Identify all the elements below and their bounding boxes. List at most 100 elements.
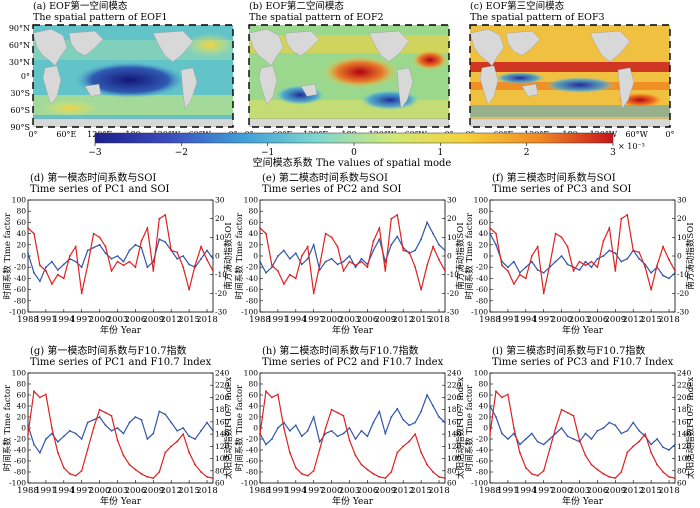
- pc-point: [200, 257, 202, 260]
- pc-point: [206, 421, 208, 424]
- index-point: [200, 471, 202, 473]
- pc-point: [110, 429, 113, 432]
- continent-shape: [84, 83, 102, 97]
- y-left-tick-label: 20: [478, 240, 488, 249]
- y-left-tick-label: 40: [478, 402, 488, 411]
- index-series-line: [489, 389, 676, 479]
- pc-point: [27, 424, 29, 427]
- index-point: [176, 251, 179, 254]
- y-right-tick-label: 160: [215, 417, 230, 426]
- x-tick-label: 2015: [410, 315, 432, 325]
- x-tick-label: 2012: [160, 315, 182, 325]
- y-right-tick-label: 140: [677, 430, 692, 439]
- index-point: [426, 463, 428, 466]
- y-left-tick-label: 20: [16, 240, 26, 249]
- lat-tick: 90°S: [10, 123, 30, 132]
- y-right-axis-label: 南方涛动指数SOI: [223, 222, 234, 289]
- index-point: [318, 448, 321, 451]
- x-axis-label: 年份 Year: [100, 324, 142, 336]
- index-series-line: [27, 213, 214, 294]
- pc-point: [116, 255, 119, 257]
- pc-point: [122, 432, 125, 435]
- x-tick-label: 1997: [303, 315, 325, 325]
- index-point: [271, 396, 273, 399]
- y-left-tick-label: -60: [246, 285, 258, 294]
- index-point: [98, 236, 101, 239]
- pc-point: [342, 432, 345, 435]
- pc-point: [104, 424, 107, 427]
- pc-point: [92, 418, 95, 421]
- y-right-tick-label: 100: [677, 454, 692, 463]
- pc-point: [414, 249, 417, 252]
- pc-point: [674, 271, 676, 274]
- x-tick-label: 2015: [410, 486, 432, 496]
- pc-point: [348, 427, 351, 429]
- index-point: [495, 232, 497, 235]
- pc-point: [86, 249, 89, 252]
- index-point: [614, 477, 617, 480]
- colorbar-tick: 3: [610, 148, 616, 158]
- lat-tick: 60°S: [10, 106, 30, 115]
- y-right-tick-label: 20: [215, 214, 225, 223]
- index-point: [572, 414, 575, 417]
- pc-point: [50, 432, 53, 435]
- map-b-title-cn: (b) EOF第二空间模态: [249, 0, 344, 12]
- pc-point: [336, 263, 339, 266]
- pc-point: [116, 427, 119, 429]
- pc-point: [282, 249, 285, 252]
- index-point: [444, 270, 446, 272]
- y-right-tick-label: 180: [677, 405, 692, 414]
- index-point: [104, 411, 107, 414]
- index-point: [27, 227, 29, 229]
- continent-shape: [617, 67, 635, 110]
- pc-point: [265, 271, 267, 274]
- index-point: [39, 264, 41, 267]
- y-left-tick-label: 100: [12, 196, 27, 205]
- index-point: [288, 451, 291, 454]
- index-point: [372, 240, 375, 242]
- index-point: [602, 240, 605, 242]
- x-tick-label: 2009: [143, 315, 165, 325]
- x-tick-label: 1994: [515, 315, 537, 325]
- pc-point: [650, 443, 653, 446]
- index-point: [402, 445, 405, 448]
- index-point: [566, 245, 569, 248]
- pc-point: [608, 249, 611, 252]
- pc-point: [212, 429, 214, 432]
- pc-point: [182, 427, 185, 429]
- y-left-axis-label: 时间系数 Time factor: [2, 212, 13, 299]
- y-right-tick-label: -10: [677, 270, 689, 279]
- y-right-tick-label: 30: [677, 196, 687, 205]
- y-left-tick-label: 100: [244, 196, 259, 205]
- index-point: [620, 217, 623, 220]
- x-tick-label: 2018: [658, 486, 680, 496]
- map-c-title-cn: (c) EOF第三空间模态: [470, 0, 565, 12]
- index-point: [300, 255, 303, 257]
- index-point: [548, 264, 551, 267]
- pc-point: [128, 421, 131, 424]
- y-right-tick-label: 30: [447, 196, 457, 205]
- y-right-tick-label: 220: [447, 381, 462, 390]
- index-point: [146, 475, 149, 478]
- index-point: [656, 463, 658, 466]
- index-point: [92, 427, 95, 429]
- index-point: [524, 277, 527, 280]
- pc-point: [366, 435, 369, 438]
- index-point: [372, 472, 375, 475]
- index-point: [110, 270, 113, 272]
- pc-point: [288, 429, 291, 432]
- index-point: [644, 266, 647, 269]
- x-tick-label: 2000: [551, 315, 573, 325]
- index-point: [80, 469, 83, 472]
- pc-point: [170, 421, 173, 424]
- index-point: [146, 227, 149, 229]
- y-left-tick-label: -60: [476, 457, 488, 466]
- y-left-tick-label: -20: [476, 435, 488, 444]
- index-point: [524, 466, 527, 469]
- pc-point: [602, 255, 605, 257]
